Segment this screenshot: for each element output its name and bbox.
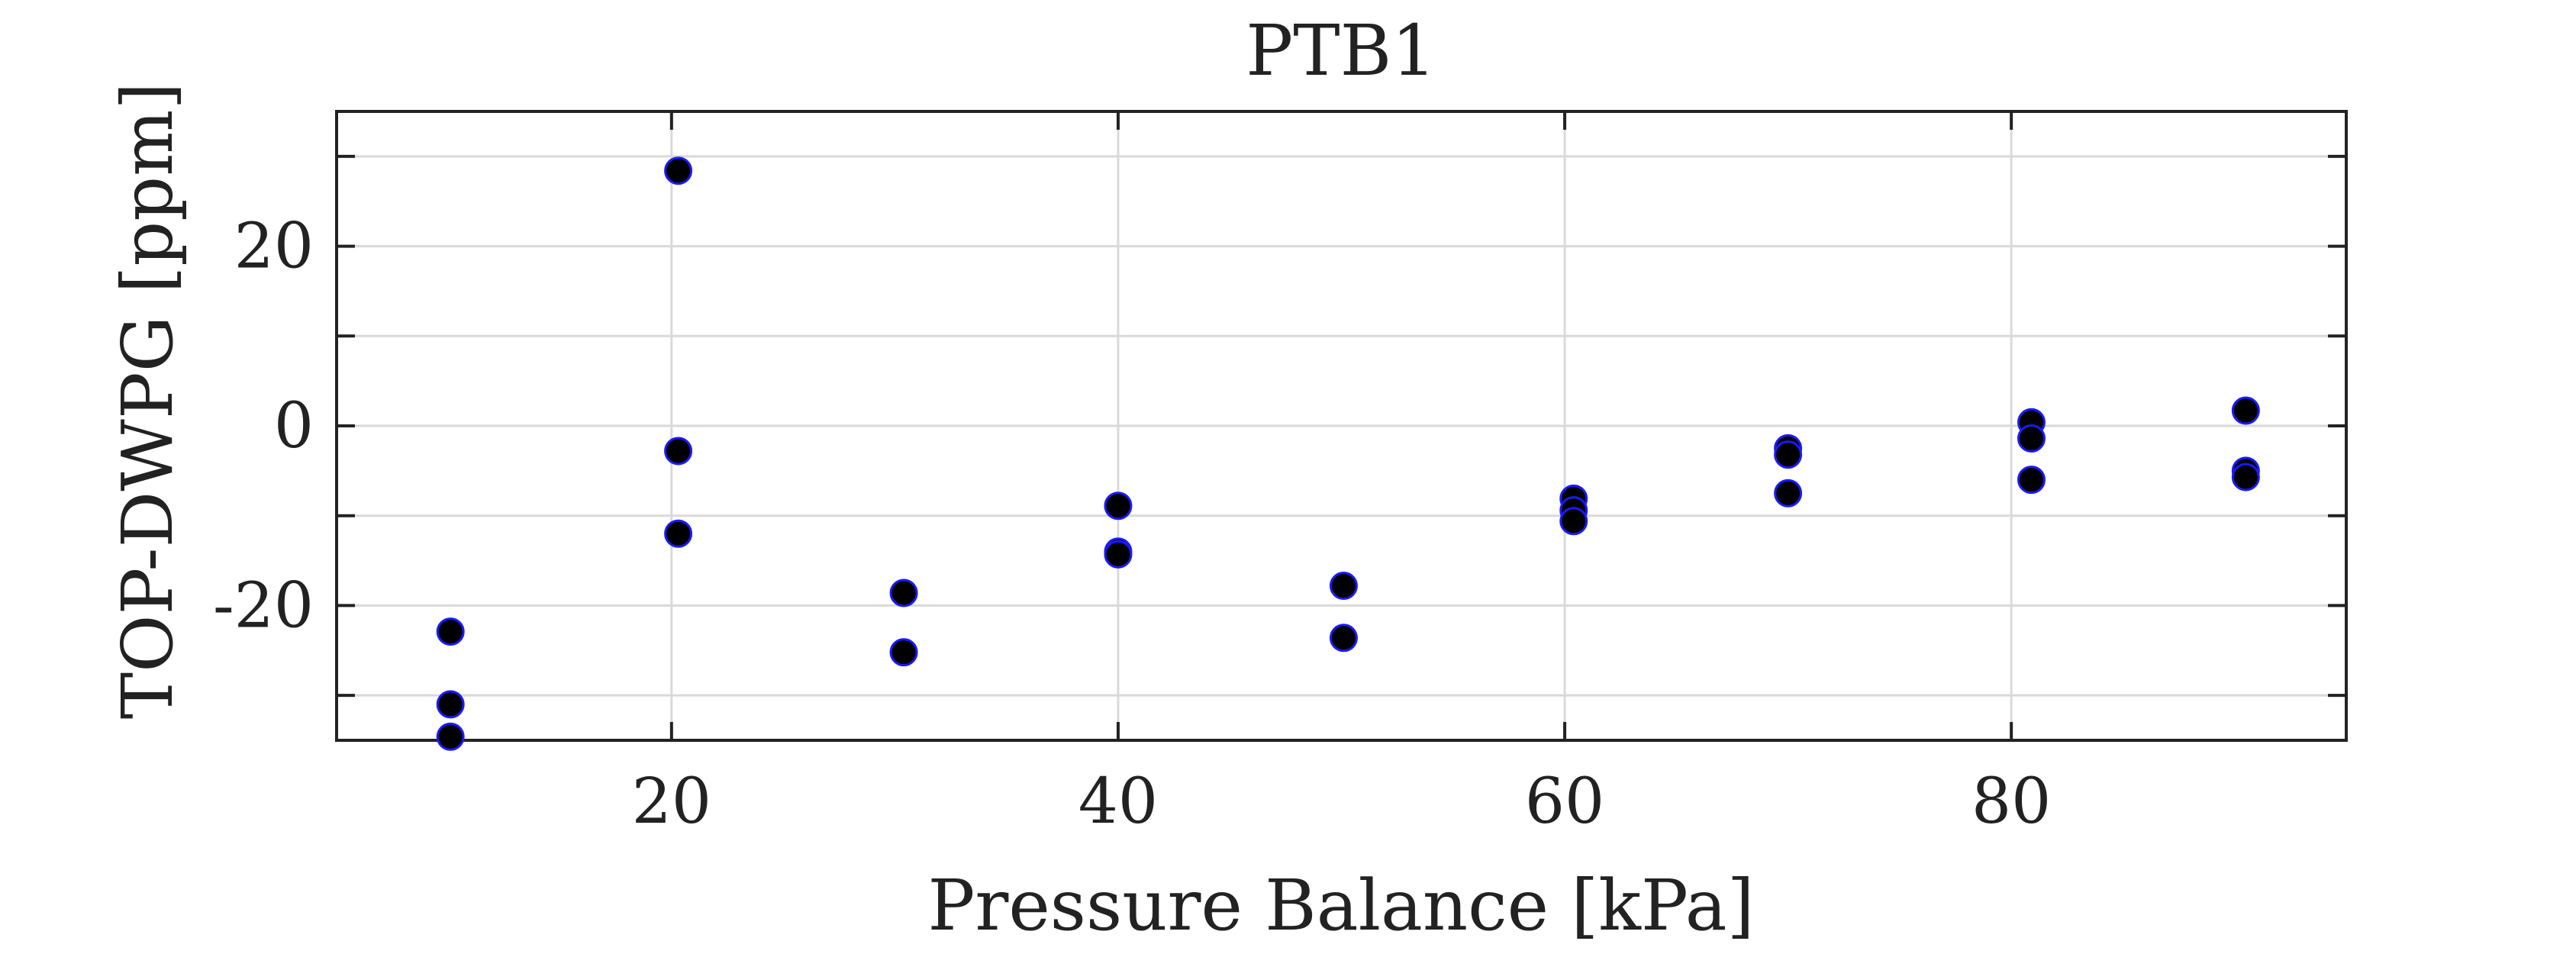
data-point (664, 519, 693, 548)
data-point (436, 617, 465, 646)
data-point (664, 437, 693, 466)
data-point (1774, 479, 1803, 508)
x-tick-label: 20 (632, 765, 711, 838)
y-tick-label: 0 (274, 390, 314, 462)
data-point (1104, 492, 1133, 521)
data-point (1559, 507, 1588, 536)
data-point (889, 579, 918, 608)
data-point (1774, 440, 1803, 469)
chart-title: PTB1 (1246, 10, 1436, 92)
data-point (664, 156, 693, 185)
grid-lines (337, 111, 2346, 740)
data-point (2231, 462, 2260, 492)
x-axis-label: Pressure Balance [kPa] (927, 865, 1754, 946)
data-point (436, 722, 465, 751)
x-tick-label: 60 (1525, 765, 1604, 838)
axis-ticks: 20 40 60 80 -20 0 20 (213, 111, 2346, 838)
data-point (2017, 424, 2046, 453)
data-point (889, 638, 918, 667)
data-point (2017, 466, 2046, 495)
data-point (1104, 540, 1133, 569)
data-point (436, 690, 465, 719)
x-tick-label: 80 (1971, 765, 2051, 838)
y-axis-label: TOP-DWPG [ppm] (107, 82, 189, 720)
data-points (436, 156, 2260, 751)
x-tick-label: 40 (1078, 765, 1158, 838)
y-tick-label: 20 (234, 211, 314, 283)
y-tick-label: -20 (213, 569, 314, 642)
data-point (1329, 572, 1358, 601)
data-point (2231, 396, 2260, 425)
data-point (1329, 624, 1358, 653)
